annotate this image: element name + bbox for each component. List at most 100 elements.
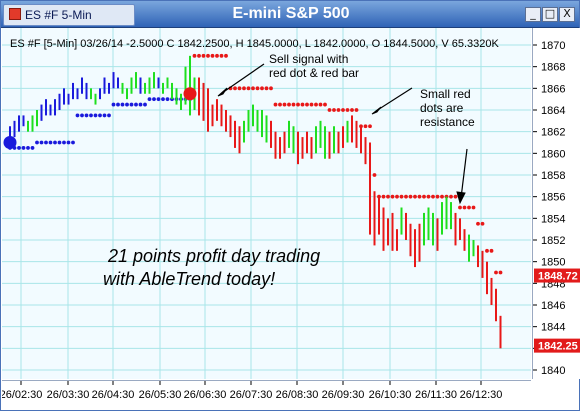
upper-price-tag <box>534 268 580 283</box>
stop-dot <box>327 108 332 112</box>
stop-dot <box>386 194 390 199</box>
price-axis-svg: 1840184218441846184818501852185418561858… <box>533 40 580 377</box>
x-tick-label: 26/08:30 <box>276 389 319 401</box>
stop-dot <box>381 194 386 199</box>
y-tick-label: 1860 <box>541 148 565 160</box>
support-dot <box>165 97 170 102</box>
profit-note: with AbleTrend today! <box>103 269 275 289</box>
time-axis: 26/02:30 26/03:30 26/04:30 26/05:30 26/06:30… <box>0 380 531 410</box>
support-dot <box>48 140 53 145</box>
stop-dot <box>435 194 440 199</box>
stop-dot <box>390 194 395 199</box>
stop-dot <box>287 102 291 107</box>
stop-dot <box>296 102 300 107</box>
stop-dot <box>458 205 462 210</box>
stop-dot <box>264 86 269 91</box>
stop-dot <box>192 53 197 58</box>
stop-dot <box>453 194 458 199</box>
last-price-tag-label: 1842.25 <box>538 341 578 353</box>
y-tick-label: 1856 <box>541 192 565 204</box>
support-dot <box>98 113 102 118</box>
stop-dot <box>399 194 404 199</box>
arrow-head <box>456 191 466 205</box>
last-price-tag <box>534 338 580 353</box>
stop-dot <box>471 205 476 210</box>
stop-dot <box>395 194 399 199</box>
support-dot <box>57 140 62 145</box>
stop-dot <box>242 86 246 91</box>
stop-dot <box>476 221 480 226</box>
support-dot <box>102 113 107 118</box>
y-tick-label: 1862 <box>541 127 565 139</box>
stop-dot <box>215 53 219 58</box>
stop-dot <box>413 194 417 199</box>
x-tick-label: 26/04:30 <box>92 389 135 401</box>
signal-dot <box>3 136 17 149</box>
stop-dot <box>224 53 228 58</box>
stop-dot <box>336 108 341 112</box>
y-tick-label: 1864 <box>541 105 565 117</box>
support-dot <box>143 102 147 107</box>
support-dot <box>66 140 71 145</box>
stop-dot <box>332 108 336 112</box>
close-button[interactable]: X <box>559 7 575 22</box>
stop-dot <box>345 108 350 112</box>
stop-dot <box>251 86 255 91</box>
support-dot <box>21 146 26 150</box>
y-tick-label: 1854 <box>541 213 565 225</box>
window-title: E-mini S&P 500 <box>232 5 350 22</box>
stop-dot <box>260 86 264 91</box>
stop-dot <box>408 194 413 199</box>
y-tick-label: 1866 <box>541 83 565 95</box>
resistance-note: resistance <box>420 115 475 129</box>
x-tick-label: 26/05:30 <box>139 389 182 401</box>
signal-dot <box>183 87 197 101</box>
minimize-button[interactable]: _ <box>525 7 541 22</box>
support-dot <box>84 113 89 118</box>
support-dot <box>53 140 57 145</box>
x-tick-label: 26/12:30 <box>460 389 503 401</box>
stop-dot <box>467 205 471 210</box>
symbol-tab[interactable]: ES #F 5-Min <box>3 4 135 26</box>
stop-dot <box>368 124 372 129</box>
support-dot <box>134 102 138 107</box>
stop-dot <box>323 102 327 107</box>
stop-dot <box>404 194 408 199</box>
info-line: ES #F [5-Min] 03/26/14 -2.5000 C 1842.25… <box>10 38 499 50</box>
stop-dot <box>354 108 359 112</box>
price-axis: 1840184218441846184818501852185418561858… <box>532 28 580 379</box>
support-dot <box>120 102 125 107</box>
support-dot <box>80 113 84 118</box>
time-axis-svg: 26/02:30 26/03:30 26/04:30 26/05:30 26/06:30… <box>0 381 503 401</box>
support-dot <box>35 140 39 145</box>
stop-dot <box>480 221 485 226</box>
support-dot <box>147 97 152 102</box>
arrow-head <box>371 106 382 115</box>
x-tick-label: 26/02:30 <box>2 389 42 401</box>
maximize-button[interactable]: □ <box>542 7 558 22</box>
chart-icon <box>9 8 21 20</box>
stop-dot <box>197 53 201 58</box>
y-tick-label: 1846 <box>541 300 565 312</box>
support-dot <box>71 140 75 145</box>
stop-dot <box>206 53 210 58</box>
y-tick-label: 1858 <box>541 170 565 182</box>
plot-area[interactable]: Sell signal with red dot & red bar Small r… <box>2 28 531 379</box>
y-tick-label: 1844 <box>541 322 565 334</box>
support-dot <box>107 113 111 118</box>
stop-dot <box>449 194 453 199</box>
stop-dot <box>494 270 498 275</box>
stop-dot <box>201 53 206 58</box>
stop-dot <box>255 86 260 91</box>
stop-dot <box>237 86 242 91</box>
support-dot <box>17 146 21 150</box>
symbol-tab-label: ES #F 5-Min <box>25 8 92 22</box>
arrow-head <box>217 87 228 97</box>
support-dot <box>138 102 143 107</box>
stop-dot <box>462 205 467 210</box>
support-dot <box>161 97 165 102</box>
support-dot <box>75 113 80 118</box>
support-dot <box>89 113 93 118</box>
stop-dot <box>273 102 278 107</box>
